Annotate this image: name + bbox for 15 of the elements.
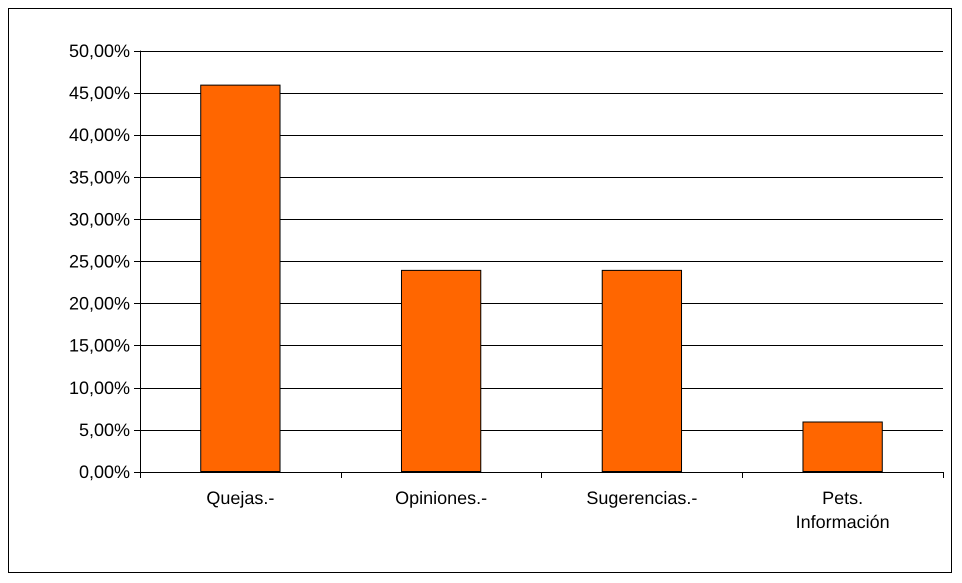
x-tick-label: Quejas.- [206,488,274,508]
y-tick-label: 30,00% [68,209,130,230]
x-tick-label: Sugerencias.- [586,488,698,508]
y-tick-label: 40,00% [68,125,130,146]
y-tick-label: 45,00% [68,83,130,104]
y-tick-label: 35,00% [68,167,130,188]
y-tick-label: 25,00% [68,252,130,272]
y-tick-label: 5,00% [78,420,130,440]
y-tick-label: 15,00% [68,336,130,356]
x-tick-label: Pets. Información [796,488,890,532]
y-tick-label: 10,00% [68,378,130,398]
y-tick-label: 0,00% [78,462,130,482]
y-tick-label: 20,00% [68,294,130,314]
x-tick-label: Opiniones.- [395,488,488,508]
y-tick-label: 50,00% [68,41,130,61]
